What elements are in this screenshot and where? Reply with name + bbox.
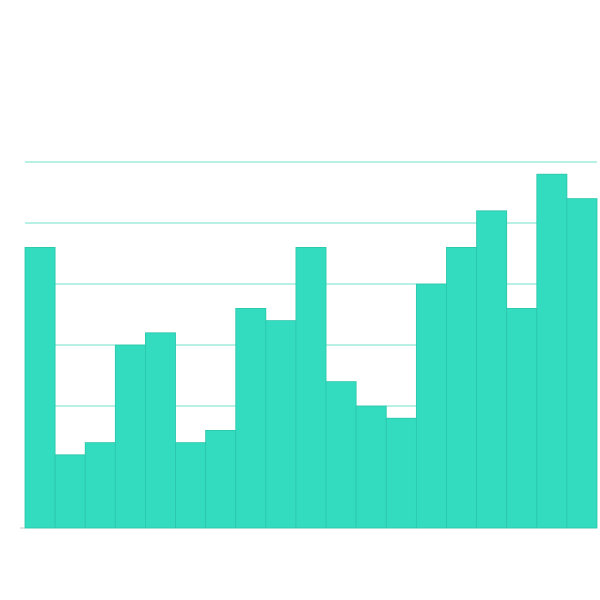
bar [536, 173, 568, 529]
bar [24, 246, 56, 529]
bar [235, 307, 267, 529]
bar [385, 417, 417, 529]
bar [84, 442, 116, 529]
bar [54, 454, 86, 529]
bar [446, 246, 477, 529]
bar [355, 405, 387, 529]
bar [175, 442, 207, 529]
bar [506, 307, 538, 529]
bar [205, 429, 237, 529]
bar [295, 246, 327, 529]
bar [476, 210, 508, 529]
bar [145, 332, 176, 529]
bar [566, 198, 598, 529]
bar [265, 320, 297, 529]
bar [415, 283, 447, 529]
bar [114, 344, 146, 529]
bar [325, 381, 357, 529]
